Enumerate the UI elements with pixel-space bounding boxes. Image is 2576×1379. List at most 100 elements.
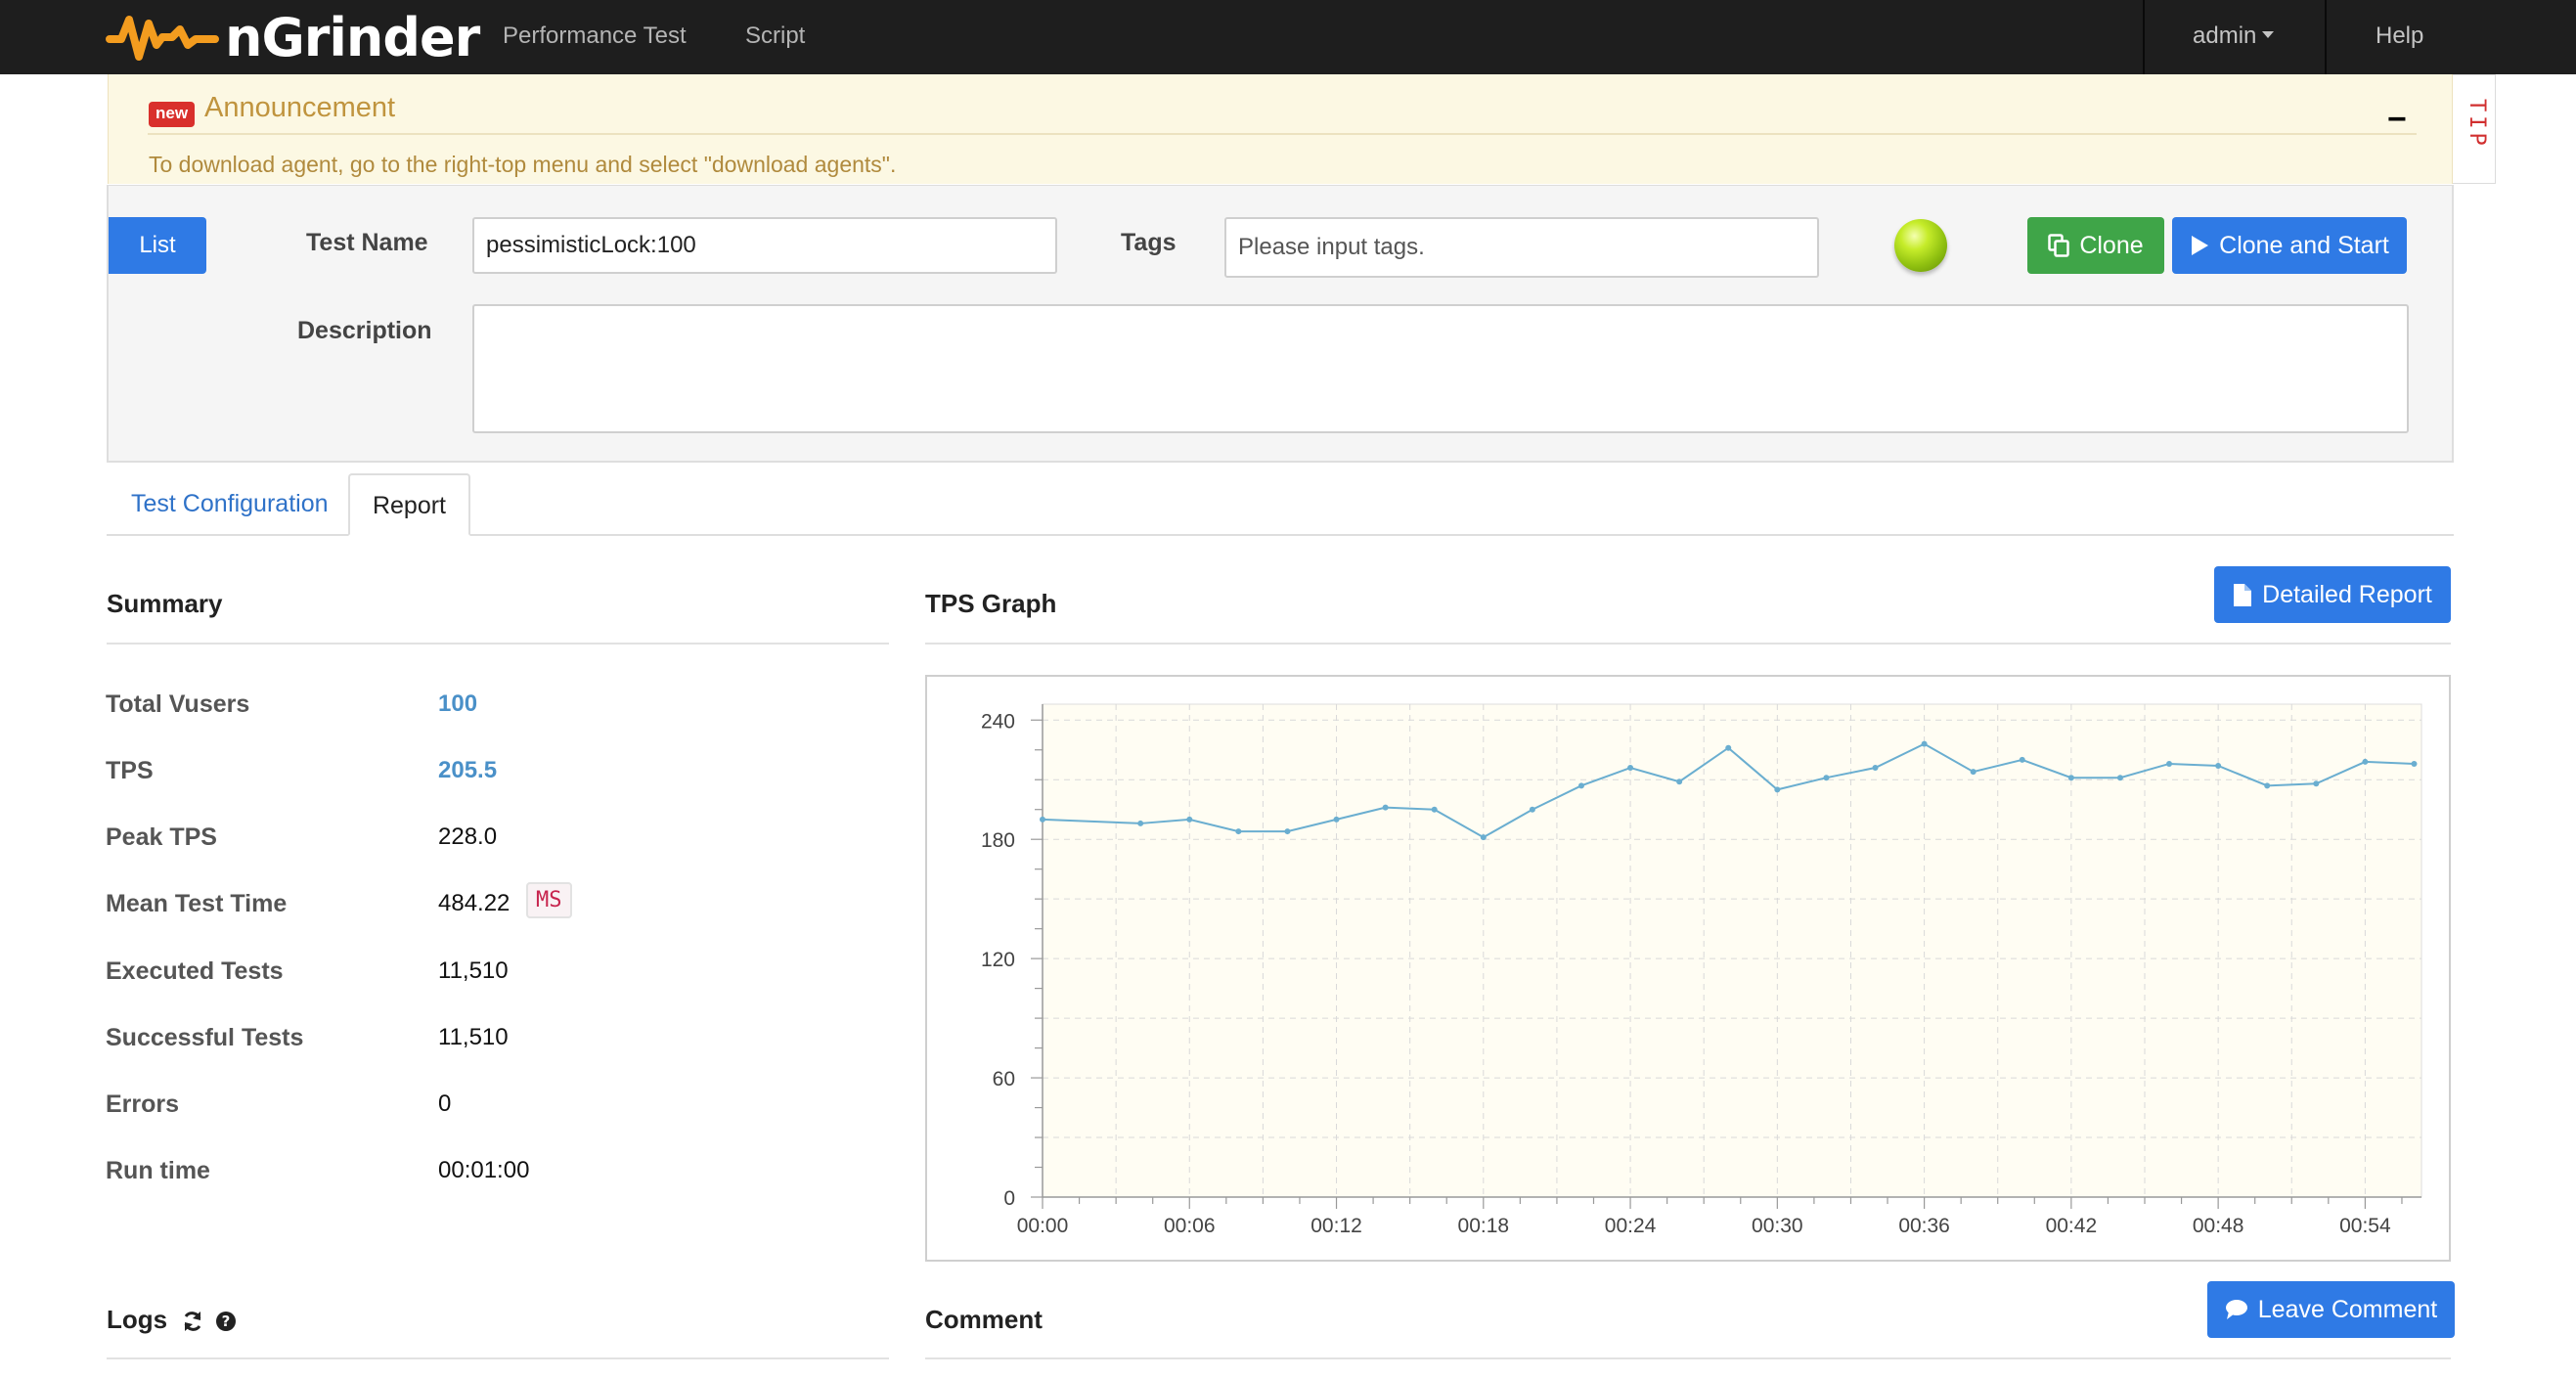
summary-divider (107, 643, 889, 645)
tps-data-point (1823, 775, 1830, 781)
tps-data-point (2215, 763, 2222, 769)
brand-logo[interactable]: nGrinder (106, 6, 480, 68)
tps-data-point (2411, 760, 2418, 767)
summary-row-tps: TPS 205.5 (106, 757, 888, 796)
y-tick-label: 240 (981, 710, 1015, 733)
caret-down-icon (2262, 31, 2275, 39)
clone-and-start-label: Clone and Start (2219, 231, 2389, 259)
nav-script[interactable]: Script (745, 22, 806, 49)
summary-row-executed-tests: Executed Tests 11,510 (106, 957, 888, 997)
x-tick-label: 00:48 (2193, 1215, 2244, 1237)
comment-title: Comment (925, 1305, 1043, 1334)
clone-button-label: Clone (2079, 231, 2144, 259)
announcement-panel: new Announcement − To download agent, go… (108, 74, 2453, 184)
list-button[interactable]: List (109, 217, 206, 274)
y-tick-label: 60 (993, 1068, 1015, 1090)
x-tick-label: 00:36 (1898, 1215, 1950, 1237)
copy-icon (2048, 234, 2070, 257)
tags-label: Tags (1121, 229, 1177, 256)
tps-data-point (1333, 816, 1340, 823)
tps-value[interactable]: 205.5 (438, 757, 498, 783)
x-tick-label: 00:30 (1752, 1215, 1803, 1237)
tps-chart: 0 60 120 180 240 00:00 00:06 00:12 00:18 00:24 00:… (925, 675, 2451, 1262)
tps-data-point (1186, 816, 1193, 823)
y-tick-label: 120 (981, 949, 1015, 971)
errors-value: 0 (438, 1090, 452, 1117)
tps-data-point (1970, 769, 1976, 776)
logs-title: Logs ? (107, 1305, 237, 1335)
x-tick-label: 00:42 (2046, 1215, 2098, 1237)
refresh-icon[interactable] (182, 1311, 203, 1332)
x-tick-label: 00:06 (1164, 1215, 1216, 1237)
tps-series-line (1042, 742, 2415, 839)
tps-data-point (2019, 756, 2025, 763)
tps-data-point (1921, 740, 1928, 747)
svg-text:?: ? (221, 1312, 230, 1330)
x-tick-label: 00:24 (1605, 1215, 1657, 1237)
tps-data-point (2264, 782, 2271, 789)
summary-row-successful-tests: Successful Tests 11,510 (106, 1024, 888, 1063)
tps-data-point (2166, 760, 2173, 767)
x-tick-label: 00:12 (1310, 1215, 1362, 1237)
axis-layer: 0 60 120 180 240 00:00 00:06 00:12 00:18 00:24 00:… (981, 704, 2421, 1237)
file-icon (2234, 583, 2252, 606)
summary-label: TPS (106, 757, 154, 784)
successful-tests-value: 11,510 (438, 1024, 509, 1050)
tab-test-configuration[interactable]: Test Configuration (131, 490, 329, 517)
tps-data-point (1235, 828, 1242, 835)
nav-user-menu[interactable]: admin (2193, 0, 2275, 74)
tps-data-point (1676, 778, 1683, 785)
tps-data-point (1577, 782, 1584, 789)
detailed-report-button[interactable]: Detailed Report (2214, 566, 2451, 623)
y-tick-label: 180 (981, 829, 1015, 852)
nav-performance-test[interactable]: Performance Test (503, 22, 687, 49)
summary-label: Successful Tests (106, 1024, 304, 1051)
plot-area (1042, 703, 2422, 1198)
comment-divider (925, 1357, 2451, 1359)
summary-row-mean-test-time: Mean Test Time 484.22 MS (106, 882, 888, 929)
total-vusers-value[interactable]: 100 (438, 690, 478, 717)
announcement-text: To download agent, go to the right-top m… (149, 152, 897, 177)
tab-report[interactable]: Report (348, 473, 470, 536)
brand-name: nGrinder (225, 6, 480, 68)
nav-help[interactable]: Help (2376, 22, 2424, 49)
tps-data-point (2362, 758, 2369, 765)
summary-title: Summary (107, 589, 223, 618)
tags-input[interactable]: Please input tags. (1224, 217, 1819, 278)
summary-label: Run time (106, 1157, 210, 1184)
summary-label: Executed Tests (106, 957, 284, 985)
leave-comment-button[interactable]: Leave Comment (2207, 1281, 2455, 1338)
tps-data-point (1382, 804, 1389, 811)
clone-and-start-button[interactable]: Clone and Start (2172, 217, 2407, 274)
tps-data-point (1529, 806, 1535, 813)
tps-data-point (1480, 834, 1487, 841)
description-textarea[interactable] (472, 304, 2409, 433)
tps-data-point (1627, 765, 1634, 772)
new-badge: new (149, 102, 196, 127)
test-name-label: Test Name (306, 229, 428, 256)
nav-divider (2143, 0, 2145, 74)
logs-title-text: Logs (107, 1305, 168, 1334)
tps-data-point (2116, 775, 2123, 781)
clone-button[interactable]: Clone (2027, 217, 2164, 274)
test-name-input[interactable]: pessimisticLock:100 (472, 217, 1057, 274)
unit-badge: MS (526, 882, 572, 918)
announcement-title[interactable]: Announcement (204, 92, 396, 123)
tps-data-point (1284, 828, 1291, 835)
summary-row-peak-tps: Peak TPS 228.0 (106, 823, 888, 863)
graph-divider (925, 643, 2451, 645)
tps-data-point (1872, 765, 1879, 772)
summary-row-run-time: Run time 00:01:00 (106, 1157, 888, 1196)
top-navbar: nGrinder Performance Test Script admin H… (0, 0, 2576, 74)
tps-data-point (1431, 806, 1438, 813)
tps-data-point (1137, 820, 1144, 826)
tps-data-point (1725, 744, 1732, 751)
series-layer (1040, 740, 2418, 841)
test-status-icon (1894, 219, 1947, 272)
logs-divider (107, 1357, 889, 1359)
tip-tab[interactable]: TIP (2453, 74, 2496, 184)
mean-test-time-value: 484.22 (438, 890, 511, 916)
minimize-icon[interactable]: − (2387, 101, 2407, 138)
help-icon[interactable]: ? (215, 1311, 237, 1332)
x-tick-label: 00:00 (1017, 1215, 1069, 1237)
